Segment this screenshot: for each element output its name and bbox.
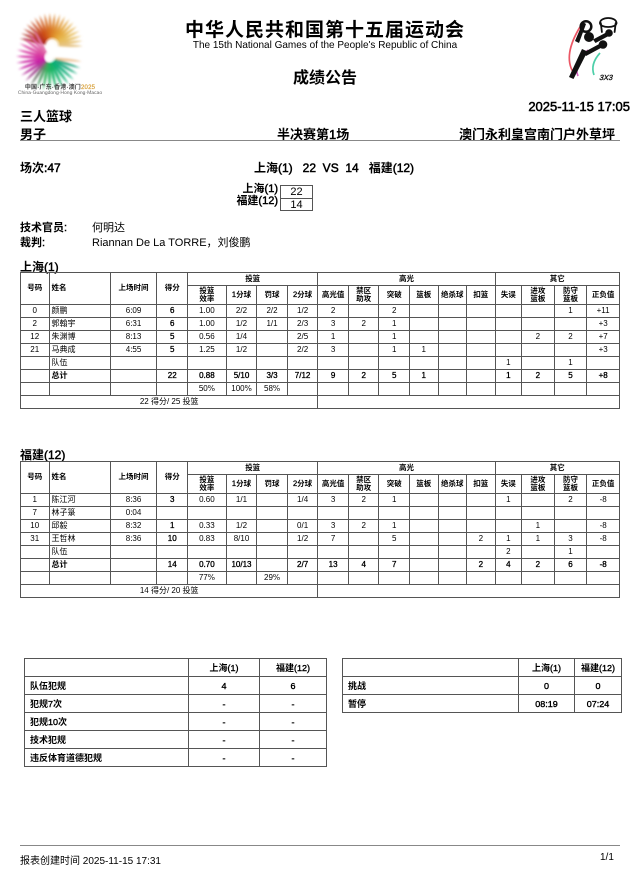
svg-text:3X3: 3X3 [599, 73, 614, 82]
